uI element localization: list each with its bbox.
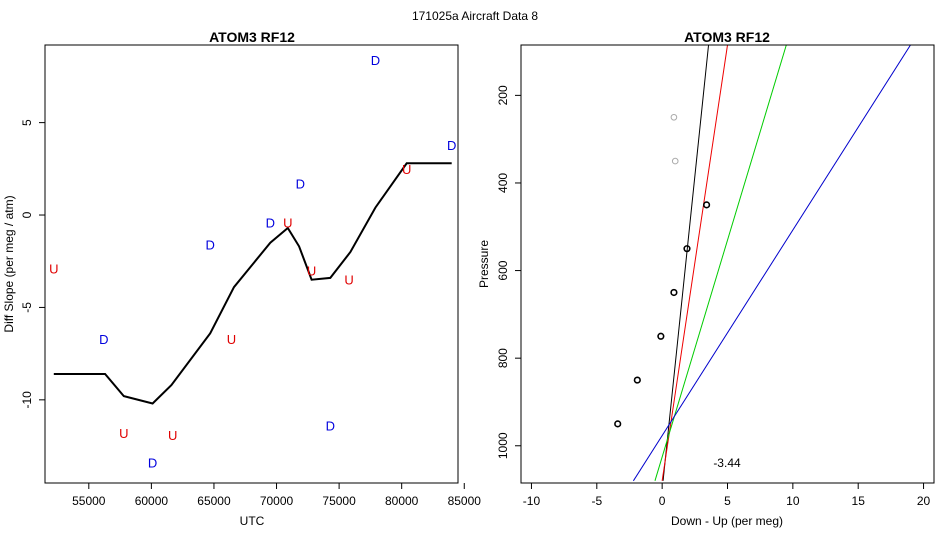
left-y-tick-label: -10: [20, 391, 34, 409]
right-points: [614, 113, 711, 428]
up-marker: U: [49, 262, 58, 277]
right-y-tick-label: 200: [496, 85, 510, 105]
right-x-tick-label: 5: [724, 494, 731, 508]
figure-suptitle: 171025a Aircraft Data 8: [412, 9, 538, 23]
left-x-tick-label: 65000: [197, 494, 231, 508]
left-x-axis: 55000 60000 65000 70000 75000 80000 85000: [72, 483, 481, 508]
down-marker: D: [206, 238, 215, 253]
right-y-axis: 200 400 600 800 1000: [496, 85, 521, 459]
right-chart-title: ATOM3 RF12: [684, 29, 770, 45]
left-x-tick-label: 80000: [385, 494, 419, 508]
right-x-axis: -10 -5 0 5 10 15 20: [523, 483, 931, 508]
right-y-tick-label: 600: [496, 260, 510, 280]
left-y-tick-label: 5: [20, 119, 34, 126]
fit-line: [661, 45, 728, 481]
left-x-tick-label: 60000: [135, 494, 169, 508]
left-x-tick-label: 75000: [322, 494, 356, 508]
down-marker: D: [148, 456, 157, 471]
left-chart: ATOM3 RF12 55000 60000 65000 70000 75000 8000…: [2, 29, 481, 528]
right-y-tick-label: 1000: [496, 432, 510, 459]
down-marker: D: [296, 177, 305, 192]
fit-line: [654, 45, 787, 481]
left-y-tick-label: 0: [20, 211, 34, 218]
black-point: [657, 332, 665, 340]
right-x-tick-label: -5: [591, 494, 602, 508]
up-marker: U: [227, 332, 236, 347]
left-x-tick-label: 85000: [448, 494, 482, 508]
down-marker: D: [447, 138, 456, 153]
right-x-tick-label: 20: [917, 494, 931, 508]
down-marker: D: [99, 332, 108, 347]
right-y-tick-label: 800: [496, 348, 510, 368]
fit-line: [632, 45, 911, 482]
left-series-line: [53, 162, 452, 405]
right-annotation: -3.44: [713, 456, 741, 470]
right-x-tick-label: 15: [852, 494, 866, 508]
left-chart-title: ATOM3 RF12: [209, 29, 295, 45]
black-point: [683, 245, 691, 253]
right-x-label: Down - Up (per meg): [671, 514, 783, 528]
down-marker: D: [371, 53, 380, 68]
black-point: [670, 288, 678, 297]
left-y-axis: -10 -5 0 5: [20, 119, 45, 409]
left-x-tick-label: 55000: [72, 494, 106, 508]
fit-line: [662, 45, 710, 481]
right-y-label: Pressure: [477, 240, 491, 288]
left-y-label: Diff Slope (per meg / atm): [2, 195, 16, 332]
left-x-label: UTC: [240, 514, 265, 528]
right-chart: ATOM3 RF12 -10 -5 0 5 10 15 20 200 400 600 800 100…: [477, 29, 935, 528]
black-point: [633, 376, 641, 384]
black-point: [614, 420, 622, 428]
up-marker: U: [168, 428, 177, 443]
right-plot-frame: [520, 44, 935, 484]
down-marker: D: [266, 215, 275, 230]
up-marker: U: [402, 162, 411, 177]
right-x-tick-label: 10: [786, 494, 800, 508]
right-x-tick-label: 0: [659, 494, 666, 508]
up-marker: U: [119, 426, 128, 441]
left-plot-frame: [44, 44, 459, 484]
left-x-tick-label: 70000: [260, 494, 294, 508]
gray-point: [670, 113, 678, 121]
left-y-tick-label: -5: [20, 302, 34, 313]
down-marker: D: [326, 419, 335, 434]
gray-point: [671, 157, 679, 165]
up-marker: U: [344, 273, 353, 288]
black-point: [702, 201, 711, 209]
right-x-tick-label: -10: [523, 494, 541, 508]
up-marker: U: [283, 215, 292, 230]
up-marker: U: [307, 263, 316, 278]
right-fit-lines: [632, 45, 911, 482]
right-y-tick-label: 400: [496, 173, 510, 193]
